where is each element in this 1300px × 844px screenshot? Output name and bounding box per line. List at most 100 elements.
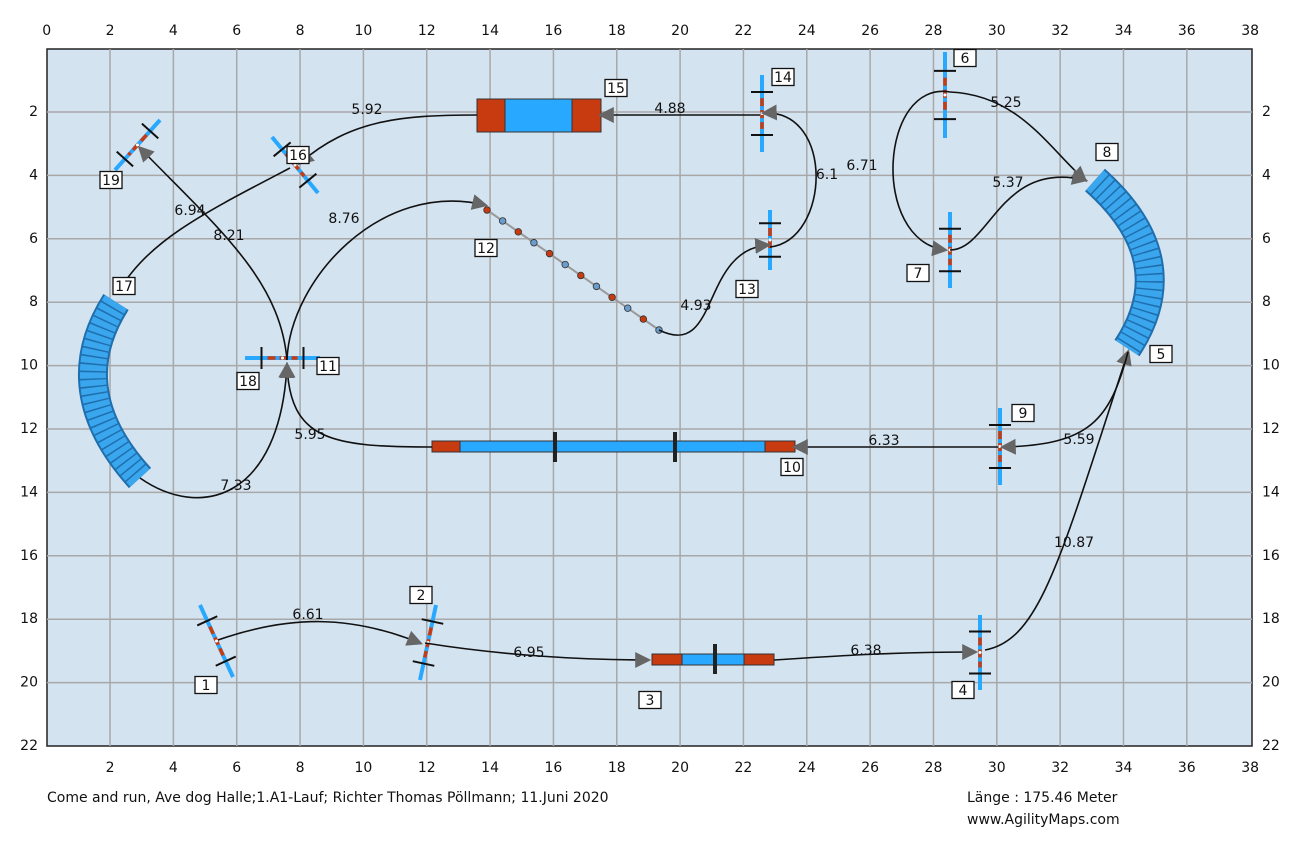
obstacle-number: 18 [239, 374, 257, 390]
left-axis-label: 20 [20, 675, 38, 691]
distance-label: 10.87 [1054, 535, 1094, 551]
jump-center [760, 112, 764, 115]
seesaw-contact [651, 653, 683, 666]
obstacle-box [194, 675, 218, 695]
right-axis-label: 8 [1262, 294, 1271, 310]
distance-label: 8.76 [328, 211, 359, 227]
obstacle-box [236, 371, 260, 391]
obstacle-number: 13 [738, 282, 756, 298]
weave-pole [483, 206, 491, 214]
seesaw-contact [743, 653, 775, 666]
obstacle-number: 4 [959, 683, 968, 699]
obstacle-number: 1 [202, 678, 211, 694]
jump-center [215, 639, 218, 643]
bottom-axis-label: 22 [735, 760, 753, 776]
jump-center [293, 163, 297, 167]
field [46, 48, 1253, 747]
obstacle-number: 9 [1019, 406, 1028, 422]
left-axis-label: 18 [20, 611, 38, 627]
right-axis-label: 4 [1262, 167, 1271, 183]
distance-label: 5.37 [992, 175, 1023, 191]
a-frame-contact [571, 98, 602, 133]
distance-label: 6.33 [868, 433, 899, 449]
obstacle-box [286, 145, 310, 165]
obstacle-box [953, 48, 977, 68]
left-axis-label: 2 [29, 104, 38, 120]
top-axis-label: 34 [1115, 23, 1133, 39]
top-axis-label: 22 [735, 23, 753, 39]
bottom-axis-label: 38 [1241, 760, 1259, 776]
obstacle-number: 5 [1157, 347, 1166, 363]
jump-post [196, 615, 218, 627]
distance-label: 8.21 [213, 228, 244, 244]
obstacle-number: 19 [102, 173, 120, 189]
top-axis-label: 6 [232, 23, 241, 39]
jump-center [998, 445, 1002, 448]
right-axis-label: 16 [1262, 548, 1280, 564]
weave-pole [514, 228, 522, 236]
top-axis-label: 18 [608, 23, 626, 39]
obstacle-number: 2 [417, 588, 426, 604]
bottom-axis-label: 12 [418, 760, 436, 776]
jump-post [272, 141, 292, 158]
bottom-axis-label: 16 [545, 760, 563, 776]
top-axis-label: 8 [296, 23, 305, 39]
left-axis-label: 12 [20, 421, 38, 437]
bottom-axis-label: 36 [1178, 760, 1196, 776]
obstacle-number: 14 [774, 70, 792, 86]
weave-pole [577, 271, 585, 280]
left-axis-label: 6 [29, 231, 38, 247]
course-info: Come and run, Ave dog Halle;1.A1-Lauf; R… [47, 790, 609, 806]
top-axis-label: 38 [1241, 23, 1259, 39]
website: www.AgilityMaps.com [967, 812, 1120, 828]
seesaw-pivot [713, 644, 717, 674]
left-axis-label: 4 [29, 167, 38, 183]
jump-center [768, 238, 772, 242]
obstacle-number: 16 [289, 148, 307, 164]
right-axis-label: 14 [1262, 484, 1280, 500]
top-axis-label: 26 [861, 23, 879, 39]
dog-walk-contact [764, 440, 796, 453]
jump-post [421, 618, 444, 625]
course-length: Länge : 175.46 Meter [967, 790, 1118, 806]
bottom-axis-label: 18 [608, 760, 626, 776]
bottom-axis-label: 28 [925, 760, 943, 776]
bottom-axis-label: 32 [1051, 760, 1069, 776]
distance-label: 6.38 [850, 643, 881, 659]
bottom-axis-label: 30 [988, 760, 1006, 776]
weave-pole [530, 239, 538, 247]
obstacle-box [1095, 142, 1119, 162]
obstacle-box [99, 170, 123, 190]
top-axis-label: 16 [545, 23, 563, 39]
weave-pole [592, 282, 601, 291]
jump-post [215, 655, 237, 667]
right-axis-label: 22 [1262, 738, 1280, 754]
top-axis-label: 12 [418, 23, 436, 39]
obstacle-box [906, 263, 930, 283]
distance-label: 4.93 [680, 298, 711, 314]
weave-pole [498, 217, 507, 225]
top-axis-label: 2 [106, 23, 115, 39]
obstacle-number: 3 [646, 693, 655, 709]
obstacle-box [604, 78, 628, 98]
dog-walk-support [673, 432, 677, 462]
dog-walk-support [553, 432, 557, 462]
jump-post [116, 150, 134, 168]
top-axis-label: 28 [925, 23, 943, 39]
top-axis-label: 14 [481, 23, 499, 39]
jump-center [136, 143, 139, 147]
obstacle-box [316, 356, 340, 376]
weave-pole [561, 260, 569, 269]
top-axis-label: 30 [988, 23, 1006, 39]
weave-pole [639, 315, 648, 323]
obstacle-box [638, 690, 662, 710]
obstacle-number: 15 [607, 81, 625, 97]
top-axis-label: 24 [798, 23, 816, 39]
weave-pole [545, 249, 554, 258]
distance-label: 5.92 [351, 102, 382, 118]
right-axis-label: 10 [1262, 358, 1280, 374]
obstacle-number: 12 [477, 241, 495, 257]
distance-label: 7.33 [220, 478, 251, 494]
obstacle-number: 7 [914, 266, 923, 282]
